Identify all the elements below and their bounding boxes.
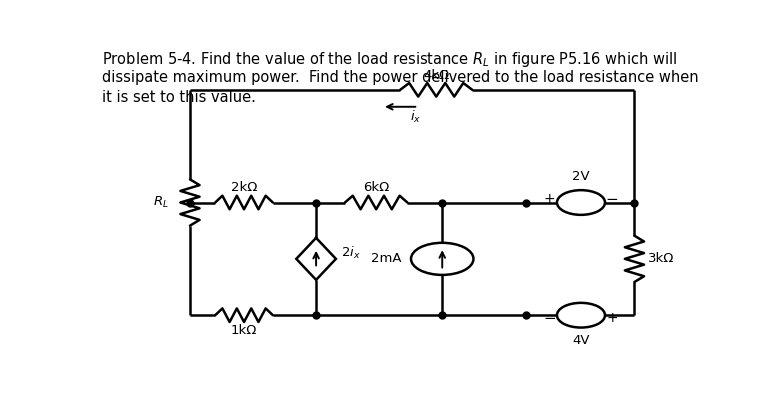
Text: $R_L$: $R_L$ [153, 195, 169, 210]
Text: 4V: 4V [572, 334, 590, 347]
Text: $i_x$: $i_x$ [410, 109, 421, 126]
Text: 3kΩ: 3kΩ [648, 252, 674, 265]
Text: it is set to this value.: it is set to this value. [102, 90, 256, 105]
Text: 2mA: 2mA [371, 252, 402, 265]
Text: +: + [606, 311, 618, 325]
Text: $2i_x$: $2i_x$ [341, 245, 360, 261]
Text: +: + [544, 192, 556, 207]
Text: 4kΩ: 4kΩ [423, 69, 450, 82]
Text: dissipate maximum power.  Find the power delivered to the load resistance when: dissipate maximum power. Find the power … [102, 70, 698, 85]
Text: 1kΩ: 1kΩ [231, 324, 257, 337]
Text: −: − [606, 192, 618, 207]
Text: 6kΩ: 6kΩ [363, 181, 389, 194]
Text: Problem 5-4. Find the value of the load resistance $R_L$ in figure P5.16 which w: Problem 5-4. Find the value of the load … [102, 50, 677, 69]
Text: −: − [543, 311, 556, 326]
Text: 2V: 2V [572, 170, 590, 183]
Text: 2kΩ: 2kΩ [231, 181, 257, 194]
